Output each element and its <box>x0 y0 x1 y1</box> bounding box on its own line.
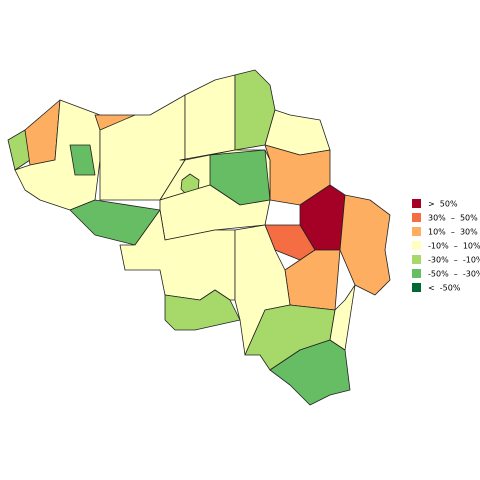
legend-swatch <box>412 269 421 278</box>
legend-label: < -50% <box>428 284 461 293</box>
legend-label: -50% – -30% <box>428 270 480 279</box>
region <box>164 289 241 331</box>
legend-label: 10% – 30% <box>428 228 478 237</box>
legend-label: -10% – 10% <box>428 242 480 251</box>
legend-swatch <box>412 199 421 208</box>
region <box>329 284 356 351</box>
region <box>284 249 341 311</box>
region <box>179 74 236 161</box>
region <box>269 339 351 406</box>
region <box>339 194 391 296</box>
legend: > 50% 30% – 50% 10% – 30% -10% – 10% -30% – … <box>412 199 480 293</box>
region <box>24 99 61 166</box>
legend-swatch <box>412 283 421 292</box>
regions <box>7 69 391 406</box>
legend-swatch <box>412 241 421 250</box>
legend-swatch <box>412 213 421 222</box>
legend-label: -30% – -10% <box>428 256 480 265</box>
legend-swatch <box>412 255 421 264</box>
legend-label: 30% – 50% <box>428 214 478 223</box>
region <box>69 144 96 176</box>
legend-swatch <box>412 227 421 236</box>
legend-label: > 50% <box>428 200 458 209</box>
